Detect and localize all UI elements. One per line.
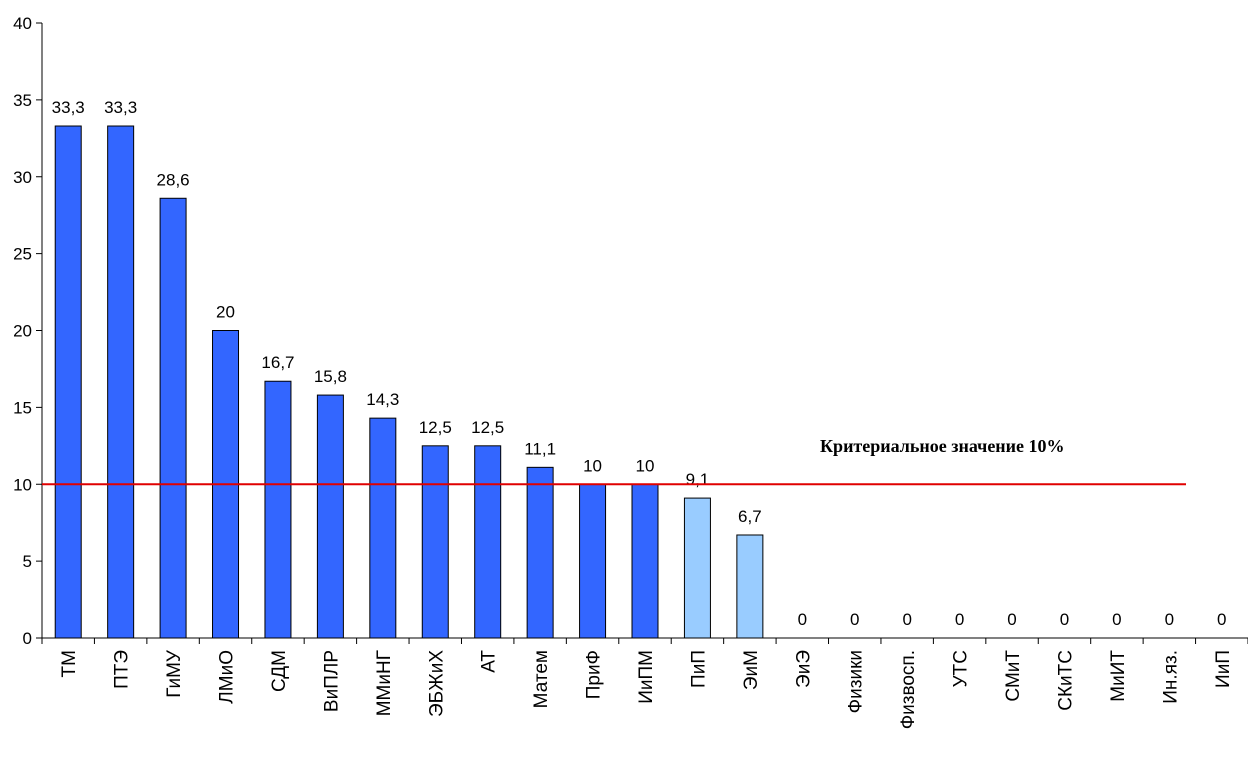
category-label: ТМ <box>59 650 80 677</box>
category-label: МиИТ <box>1108 650 1129 702</box>
data-label: 11,1 <box>524 439 556 458</box>
bar-0 <box>55 126 81 638</box>
y-tick-label: 25 <box>13 245 32 264</box>
data-label: 28,6 <box>157 170 190 189</box>
bar-5 <box>317 395 343 638</box>
bar-12 <box>684 498 710 638</box>
data-label: 12,5 <box>419 418 452 437</box>
data-label: 14,3 <box>366 390 399 409</box>
category-label: ПриФ <box>584 650 605 699</box>
bars-layer <box>55 126 763 638</box>
category-label: УТС <box>951 650 972 687</box>
category-label: СКиТС <box>1055 650 1076 711</box>
data-label: 15,8 <box>314 367 347 386</box>
bar-13 <box>737 535 763 638</box>
category-label: ЛМиО <box>217 650 238 704</box>
y-tick-label: 15 <box>13 398 32 417</box>
bar-1 <box>108 126 134 638</box>
category-label: ЭиМ <box>741 650 762 690</box>
y-tick-label: 20 <box>13 322 32 341</box>
category-label: Ин.яз. <box>1160 650 1181 704</box>
threshold-annotation: Критериальное значение 10% <box>820 436 1065 456</box>
y-tick-label: 10 <box>13 475 32 494</box>
data-label: 10 <box>583 456 602 475</box>
category-label: АТ <box>479 650 500 673</box>
bar-7 <box>422 446 448 638</box>
y-tick-label: 35 <box>13 91 32 110</box>
category-label: ММиНГ <box>374 650 395 716</box>
data-label: 10 <box>636 456 655 475</box>
category-label: ПиП <box>688 650 709 688</box>
data-label: 0 <box>955 610 964 629</box>
data-label: 33,3 <box>104 98 137 117</box>
axis-layer: 0 5 10 15 20 25 30 35 40 <box>13 14 1248 648</box>
y-tick-label: 40 <box>13 14 32 33</box>
bar-2 <box>160 198 186 638</box>
data-label: 16,7 <box>261 353 294 372</box>
data-label: 12,5 <box>471 418 504 437</box>
data-label: 0 <box>1007 610 1016 629</box>
category-label: Матем <box>531 650 552 708</box>
bar-6 <box>370 418 396 638</box>
y-tick-label: 0 <box>23 629 32 648</box>
data-label: 6,7 <box>738 507 762 526</box>
bar-11 <box>632 484 658 638</box>
category-label: СДМ <box>269 650 290 692</box>
bar-8 <box>475 446 501 638</box>
category-label: ГиМУ <box>164 649 185 698</box>
category-label: ИиПМ <box>636 650 657 704</box>
category-label: Физики <box>846 650 867 713</box>
category-label: ЭБЖиХ <box>426 650 447 717</box>
data-label: 0 <box>1165 610 1174 629</box>
bar-4 <box>265 381 291 638</box>
data-label: 20 <box>216 303 235 322</box>
data-label: 0 <box>798 610 807 629</box>
category-label: ИиП <box>1213 650 1234 688</box>
y-tick-label: 30 <box>13 168 32 187</box>
category-label: ВиПЛР <box>321 650 342 712</box>
bar-9 <box>527 467 553 638</box>
data-label: 0 <box>1112 610 1121 629</box>
category-label: Физвосп. <box>898 650 919 729</box>
category-label: ЭиЭ <box>793 650 814 688</box>
data-label: 0 <box>902 610 911 629</box>
y-tick-label: 5 <box>23 552 32 571</box>
category-label: ПТЭ <box>112 650 133 689</box>
data-label: 0 <box>1060 610 1069 629</box>
category-label: СМиТ <box>1003 650 1024 702</box>
bar-10 <box>580 484 606 638</box>
data-label: 0 <box>1217 610 1226 629</box>
data-label: 33,3 <box>52 98 85 117</box>
data-label: 0 <box>850 610 859 629</box>
data-label: 9,1 <box>686 470 710 489</box>
